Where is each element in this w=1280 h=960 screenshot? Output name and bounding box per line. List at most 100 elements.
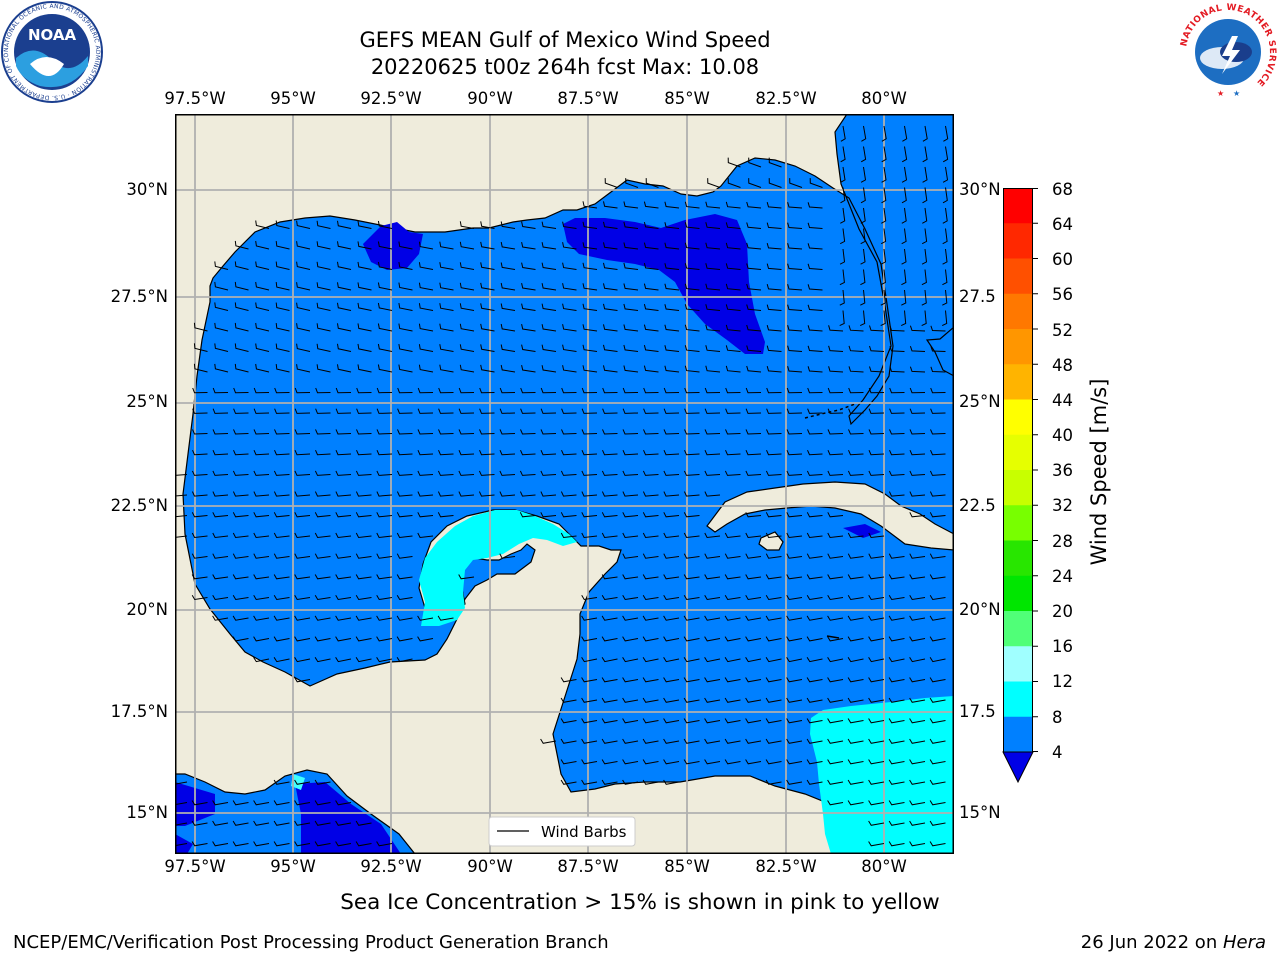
wind-barb	[909, 657, 926, 663]
wind-barb	[294, 657, 311, 663]
wind-barb	[337, 302, 352, 311]
wind-barb	[847, 779, 864, 785]
wind-barb	[212, 512, 229, 518]
wind-barb	[396, 615, 413, 621]
wind-barb	[724, 718, 741, 724]
wind-barb	[642, 532, 659, 539]
wind-barb	[175, 535, 188, 538]
wind-barb	[868, 759, 885, 765]
wind-barb	[520, 429, 536, 435]
wind-barb	[232, 512, 249, 518]
wind-barb	[787, 222, 803, 229]
wind-barb	[622, 387, 639, 394]
wind-barb	[745, 594, 762, 601]
wind-barb	[684, 201, 700, 209]
wind-barb	[848, 387, 864, 394]
wind-barb	[909, 841, 926, 847]
wind-barb	[232, 820, 249, 826]
wind-barb	[840, 187, 846, 204]
wind-barb	[684, 345, 700, 352]
wind-barb	[191, 820, 208, 826]
wind-barb	[499, 449, 516, 456]
wind-barb	[942, 269, 948, 286]
wind-barb	[337, 220, 352, 229]
wind-barb	[602, 408, 618, 414]
wind-barb	[212, 408, 229, 414]
wind-barb	[355, 636, 372, 642]
wind-barb	[274, 408, 290, 414]
wind-barb	[233, 429, 249, 435]
lat-label: 30°N	[126, 180, 168, 199]
wind-barb	[643, 221, 659, 229]
wind-barb	[880, 248, 887, 265]
colorbar-tick: 40	[1052, 426, 1073, 445]
wind-barb	[909, 636, 926, 642]
wind-barb	[581, 636, 598, 642]
wind-barb	[664, 201, 680, 209]
lon-label: 87.5°W	[557, 857, 619, 876]
wind-barb	[396, 491, 413, 497]
wind-barb	[560, 697, 577, 703]
wind-barb	[745, 718, 762, 724]
wind-barb	[417, 387, 434, 394]
wind-barb	[601, 779, 618, 785]
colorbar-segment	[1003, 364, 1033, 400]
wind-barb	[560, 718, 577, 724]
wind-barb	[275, 343, 290, 352]
wind-barb	[765, 470, 782, 476]
wind-barb	[847, 738, 864, 744]
wind-barb	[439, 241, 454, 250]
wind-barb	[398, 323, 413, 332]
wind-barb	[622, 408, 639, 414]
wind-barb	[663, 636, 680, 642]
wind-barb	[806, 532, 823, 539]
wind-barb	[705, 201, 721, 209]
wind-barb	[417, 512, 434, 518]
colorbar-tick: 12	[1052, 672, 1073, 691]
lon-label: 85°W	[664, 89, 710, 108]
wind-barb	[901, 207, 907, 224]
wind-barb	[827, 738, 844, 744]
wind-barb	[765, 532, 782, 539]
wind-barb	[480, 262, 495, 270]
wind-barb	[253, 429, 270, 435]
wind-barb	[232, 841, 249, 847]
wind-barb	[901, 146, 908, 163]
wind-barb	[683, 532, 700, 539]
wind-barb	[663, 779, 680, 785]
wind-barb	[335, 512, 352, 518]
wind-barb	[192, 429, 208, 435]
wind-barb	[273, 779, 290, 785]
wind-barb	[335, 470, 352, 476]
wind-barb	[745, 449, 762, 456]
wind-barb	[355, 512, 372, 518]
host-name: Hera	[1222, 932, 1266, 953]
wind-barb	[724, 697, 741, 703]
wind-barb	[273, 841, 290, 847]
wind-barb	[683, 615, 700, 621]
wind-barb	[521, 303, 536, 311]
wind-barb	[786, 718, 803, 724]
wind-barb	[560, 779, 577, 785]
wind-barb	[745, 553, 762, 559]
wind-barb	[942, 166, 949, 183]
wind-barb	[929, 636, 946, 642]
wind-barb	[212, 429, 229, 435]
wind-barb	[479, 387, 495, 394]
wind-barb	[683, 574, 700, 580]
map-legend: Wind Barbs	[488, 816, 636, 847]
wind-barb	[860, 166, 867, 183]
wind-barb	[335, 449, 352, 456]
wind-barb	[663, 594, 680, 601]
wind-barb	[901, 228, 907, 245]
wind-barb	[868, 594, 885, 601]
wind-barb	[253, 491, 270, 497]
wind-barb	[941, 310, 948, 327]
wind-barb	[439, 344, 454, 352]
wind-barb	[582, 283, 598, 291]
wind-barb	[868, 657, 885, 663]
wind-barb	[601, 657, 618, 663]
wind-barb	[663, 532, 680, 539]
wind-barb	[787, 284, 803, 291]
wind-barb	[827, 449, 844, 456]
